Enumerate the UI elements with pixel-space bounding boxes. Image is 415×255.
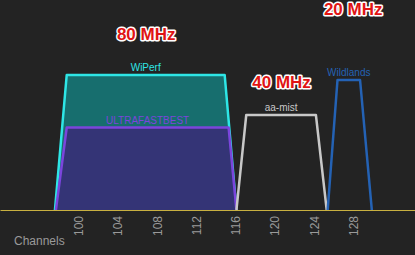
network-label: ULTRAFASTBEST (106, 115, 189, 126)
x-tick: 124 (308, 210, 322, 236)
x-tick: 116 (229, 210, 243, 235)
network-shape (236, 115, 326, 210)
x-tick-label: 120 (268, 216, 282, 236)
x-tick-label: 108 (151, 216, 165, 236)
x-tick: 100 (72, 210, 86, 236)
x-tick: 104 (111, 210, 125, 236)
network-shape (56, 128, 237, 211)
x-tick-label: 124 (308, 216, 322, 236)
x-tick-label: 112 (190, 216, 204, 235)
network-label: WiPerf (131, 62, 161, 73)
x-tick-label: 104 (111, 216, 125, 236)
network-shape (328, 80, 372, 210)
network-label: Wildlands (327, 67, 370, 78)
x-tick: 128 (347, 210, 361, 236)
x-tick-label: 100 (72, 216, 86, 236)
annotation: 20 MHz (324, 0, 383, 19)
x-tick: 112 (190, 210, 204, 235)
x-axis-label: Channels (14, 234, 65, 248)
chart: 100 104 108 112 116 120 124 128 Channels WiPerf UL… (0, 0, 415, 255)
x-tick: 108 (151, 210, 165, 236)
network-shape (55, 75, 237, 210)
plot-area (55, 75, 372, 210)
x-tick: 120 (268, 210, 282, 236)
x-axis: 100 104 108 112 116 120 124 128 (1, 210, 415, 236)
x-tick-label: 116 (229, 216, 243, 235)
annotation: 40 MHz (252, 73, 311, 92)
x-tick-label: 128 (347, 216, 361, 236)
annotation: 80 MHz (117, 25, 176, 44)
network-label: aa-mist (265, 102, 298, 113)
x-axis-line (1, 210, 415, 211)
